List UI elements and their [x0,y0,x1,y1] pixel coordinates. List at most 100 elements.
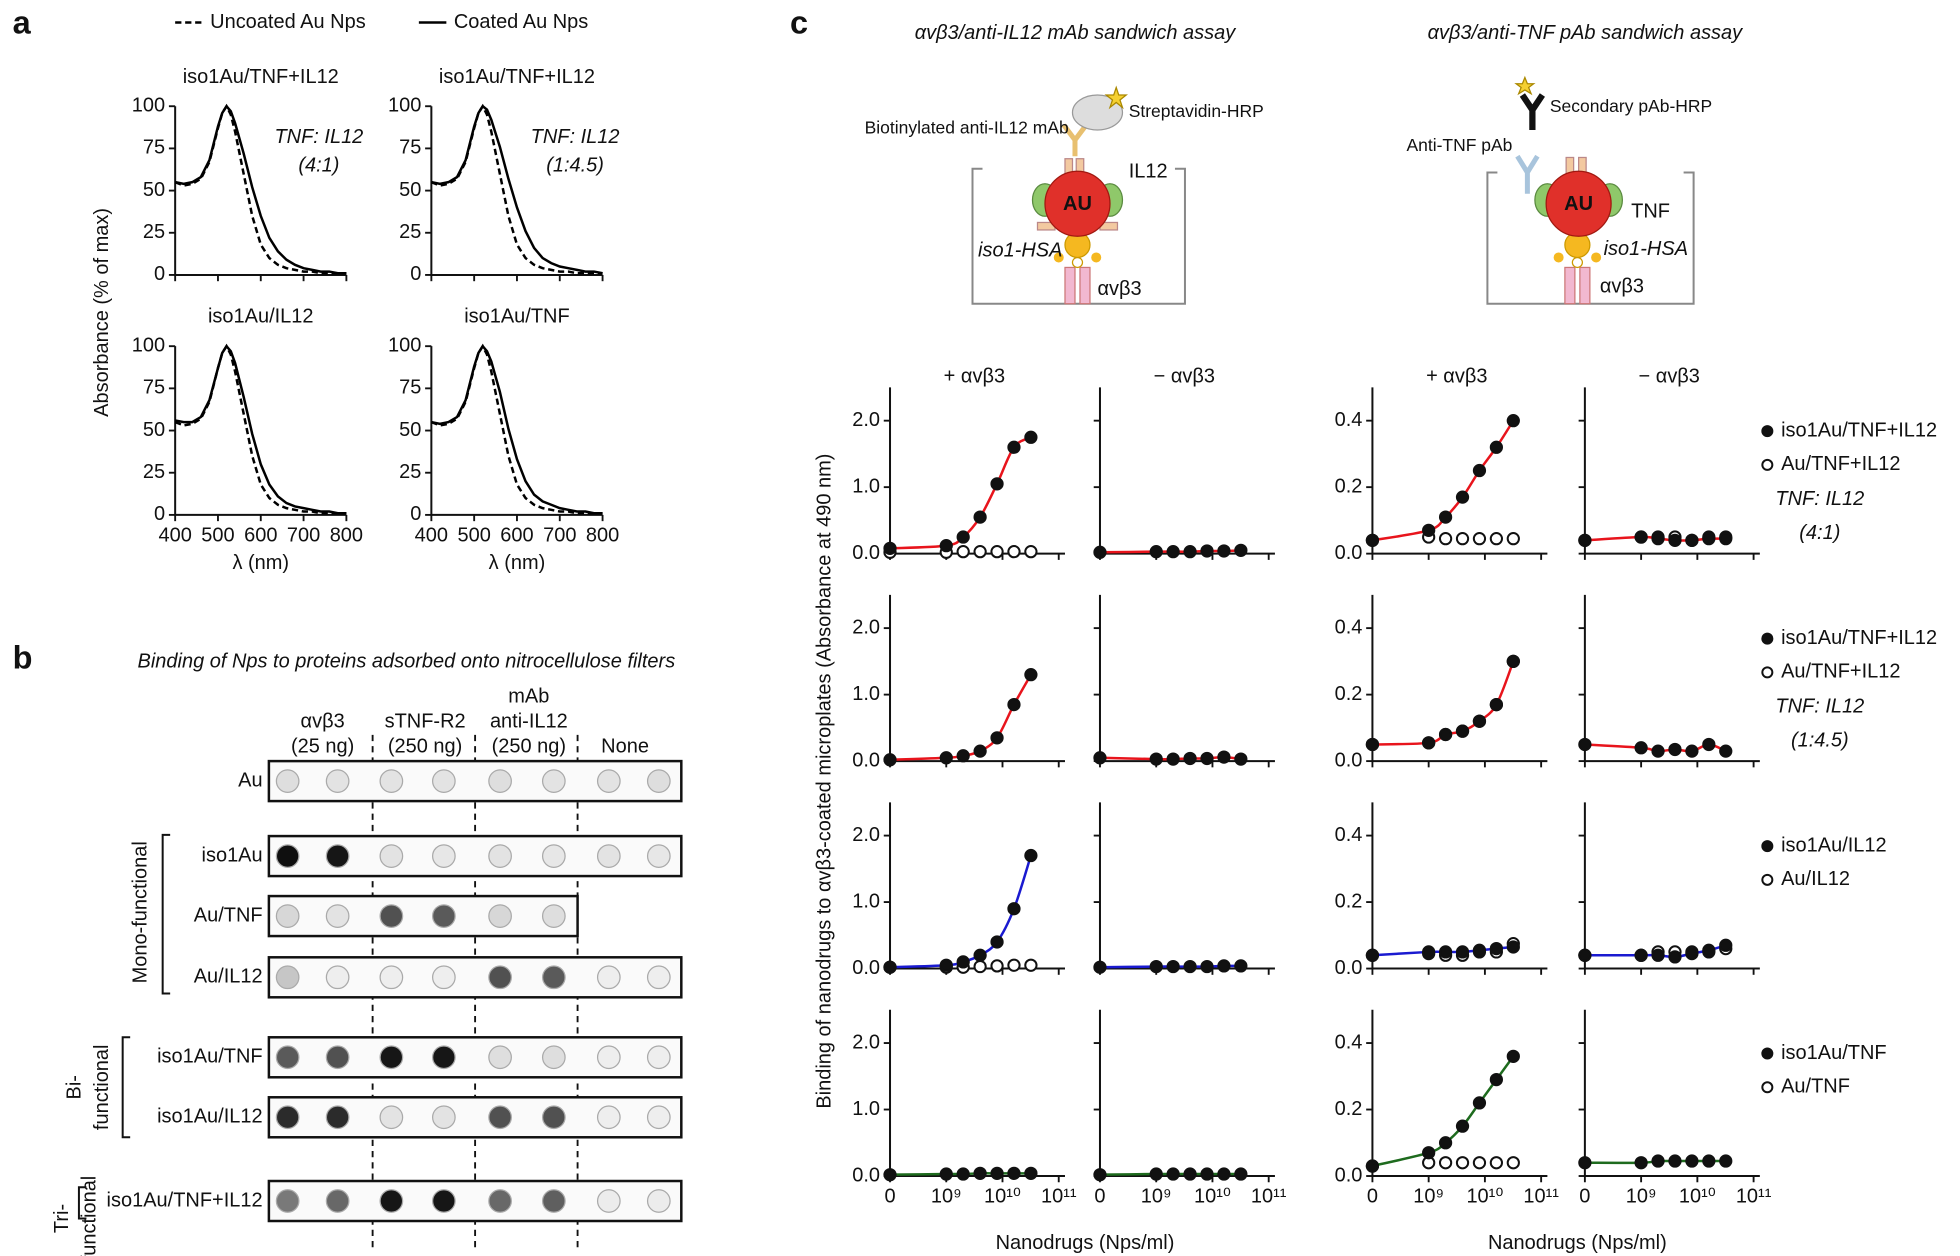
assay-diagram: αvβ3/anti-TNF pAb sandwich assay AU Seco… [1406,22,1743,305]
data-point [956,955,970,969]
data-point [1634,530,1648,544]
legend-marker [1761,1047,1774,1060]
data-point [1024,1166,1038,1180]
y-tick-label: 50 [399,179,421,201]
x-tick-label: 400 [158,524,191,546]
blot-dot [488,769,512,793]
data-point [1472,463,1487,478]
data-point [1668,1154,1682,1168]
y-tick-label: 0.2 [1335,890,1363,912]
spectrum-line [174,344,347,515]
data-point [1506,654,1520,668]
blot-dot [488,1105,512,1130]
x-tick-label: 10¹⁰ [984,1186,1021,1208]
data-point [956,749,970,763]
y-tick-label: 100 [388,95,421,117]
streptavidin [1071,94,1124,131]
blot-dot [646,769,671,793]
y-tick-label: 75 [143,377,165,399]
y-tick-label: 0.0 [1335,957,1363,979]
panel-label: c [790,5,808,41]
data-point [1719,1154,1733,1168]
axes [1098,802,1275,970]
blot-dot [541,1045,566,1070]
data-point [1719,532,1733,546]
group-label: Mono-functional [130,841,152,983]
legend-label: Au/TNF [1781,1076,1850,1098]
column-header: sTNF-R2 [385,711,466,733]
annotation: TNF: IL12 [531,126,620,148]
data-point [1024,668,1038,682]
blot-dot [488,965,512,990]
assay-title: αvβ3/anti-IL12 mAb sandwich assay [915,22,1237,44]
blot-dot [596,1105,621,1130]
antibody [1515,154,1540,194]
data-point [990,935,1004,949]
bracket [121,1036,131,1139]
data-point [1668,742,1682,757]
data-point [1422,945,1436,959]
data-point [1438,1136,1453,1150]
legend-label: iso1Au/IL12 [1781,834,1887,856]
data-point [1506,1156,1520,1170]
data-point [1438,727,1453,742]
axes [1371,1009,1548,1178]
data-point [1200,1167,1214,1181]
legend-marker [1761,873,1774,886]
receptor [1579,266,1591,305]
y-tick-label: 0.0 [852,1164,880,1186]
data-point [1506,1049,1520,1063]
x-tick-label: 0 [1579,1186,1590,1208]
legend-label: iso1Au/TNF+IL12 [1781,627,1937,649]
blot-dot [275,904,300,928]
bracket [77,1186,87,1220]
y-tick-label: 100 [132,334,165,356]
y-tick-label: 0.0 [1335,749,1363,771]
data-point [956,1167,970,1181]
row-label: Au/IL12 [194,966,263,988]
blot-dot [325,1189,350,1213]
blot-dot [275,1189,300,1213]
x-tick-label: 500 [457,524,490,546]
y-tick-label: 75 [399,377,421,399]
hsa-small [1591,252,1602,263]
panel-label: a [13,5,32,41]
legend-marker [1761,1081,1774,1094]
data-point [1489,440,1504,454]
group-label: Bi- [63,1075,85,1099]
blot-dot [325,844,350,868]
fit-curve [1372,1055,1515,1168]
receptor [1064,266,1076,305]
hsa-small [1091,252,1102,263]
data-point [883,1168,897,1182]
secondary-antibody [1519,93,1545,130]
y-tick-label: 75 [399,137,421,159]
hsa-small [1053,252,1064,263]
data-point [990,545,1004,559]
data-point [883,753,897,767]
data-point [1422,523,1436,537]
data-point [1489,1156,1504,1170]
row-label: iso1Au [202,844,263,866]
blot-dot [379,769,404,793]
data-point [1183,959,1197,974]
x-axis-label: λ (nm) [232,552,289,574]
data-point [1166,545,1180,559]
data-point [1472,1156,1487,1170]
data-point [1007,958,1021,972]
blot-dot [431,1045,456,1070]
y-tick-label: 0 [154,263,165,285]
x-tick-label: 500 [201,524,234,546]
diagram-label: αvβ3 [1097,278,1141,300]
blot-dot [379,1189,404,1213]
blot-strip [267,894,579,938]
data-point [1149,959,1163,974]
data-point [1200,544,1214,558]
data-point [956,530,970,544]
axes [1098,387,1275,555]
data-point [1489,941,1504,956]
hsa-small [1553,252,1564,263]
data-point [1166,1167,1180,1181]
blot-dot [541,1105,566,1130]
